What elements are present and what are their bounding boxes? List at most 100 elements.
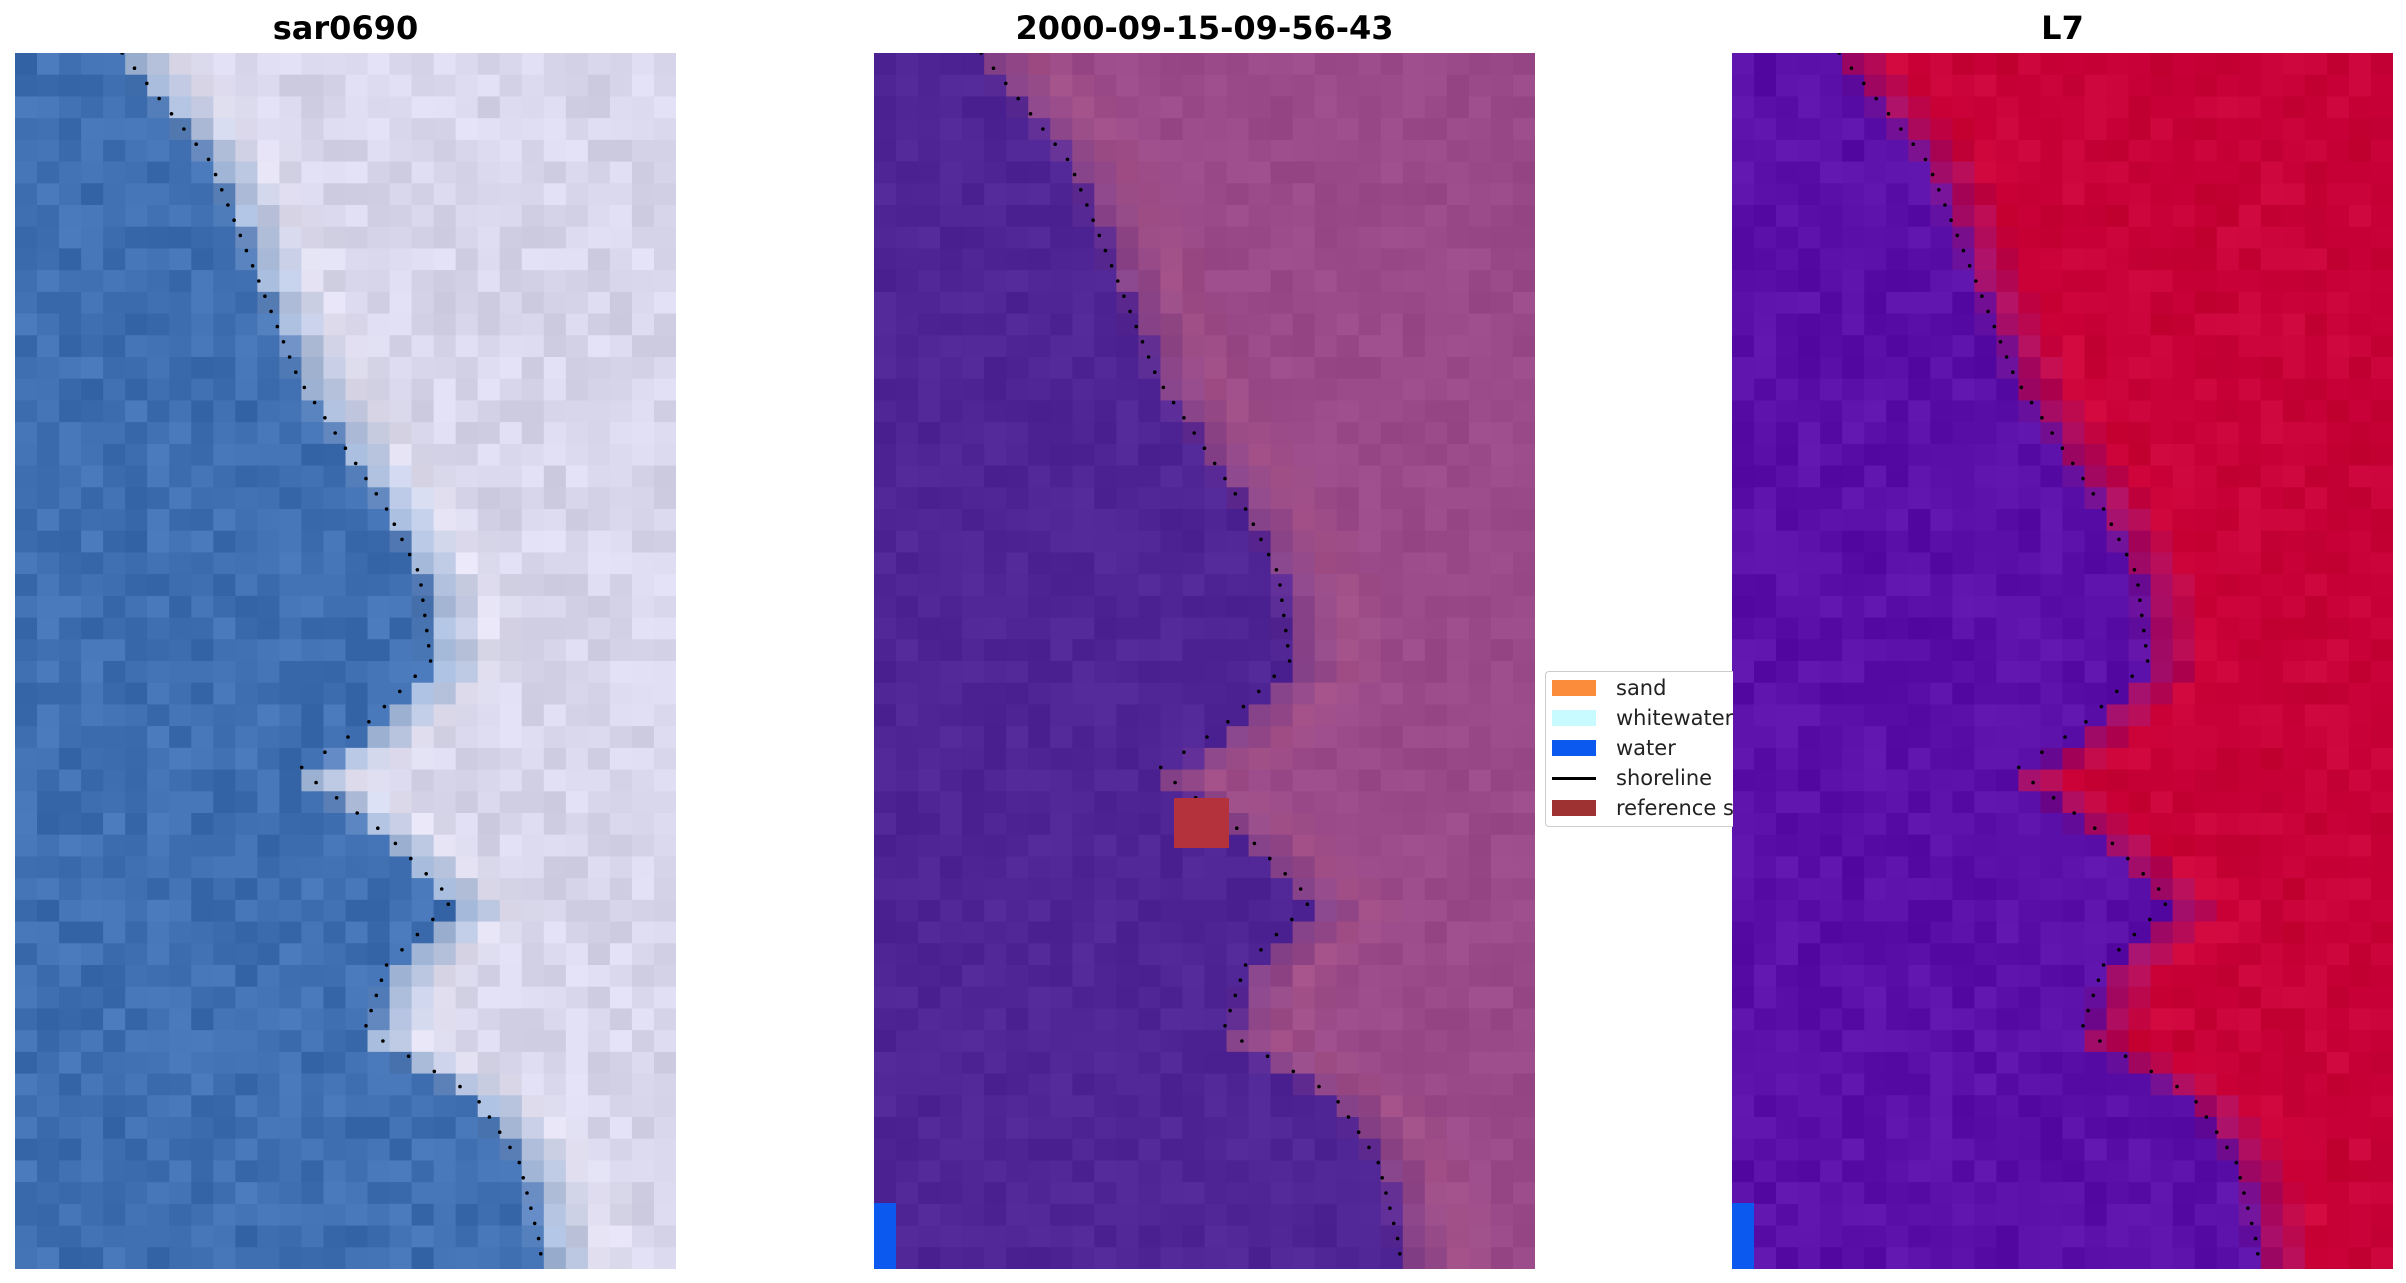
- shoreline-point: [2140, 613, 2144, 618]
- shoreline-point: [2156, 887, 2161, 891]
- shoreline-point: [532, 1221, 537, 1226]
- classified-image-panel: [874, 53, 1535, 1269]
- shoreline-point: [2142, 628, 2146, 633]
- shoreline-point: [2115, 689, 2119, 694]
- shoreline-point: [1192, 431, 1196, 435]
- shoreline-point: [1380, 1176, 1384, 1180]
- shoreline-point: [1182, 750, 1186, 754]
- shoreline-point: [2063, 735, 2067, 739]
- shoreline-point: [517, 1160, 522, 1165]
- shoreline-point: [398, 689, 402, 694]
- legend-label-reference: reference s: [1616, 796, 1733, 820]
- shoreline-point: [1091, 218, 1095, 222]
- shoreline-point: [2050, 431, 2054, 435]
- shoreline-point: [314, 780, 318, 785]
- shoreline-point: [1016, 96, 1020, 101]
- shoreline-point: [525, 1191, 529, 1195]
- shoreline-point: [1266, 552, 1271, 557]
- shoreline-point: [1072, 172, 1077, 177]
- shoreline-point: [415, 932, 420, 937]
- shoreline-point: [312, 400, 317, 405]
- shoreline-point: [1233, 492, 1238, 496]
- shoreline-point: [1226, 720, 1230, 724]
- shoreline-point: [1955, 233, 1960, 238]
- shoreline-point: [400, 948, 404, 952]
- shoreline-point: [1837, 53, 1841, 55]
- shoreline-point: [1134, 324, 1139, 329]
- shoreline-point: [2253, 1236, 2258, 1241]
- shoreline-point: [1223, 476, 1227, 481]
- shoreline-point: [1398, 1252, 1402, 1256]
- legend: sand whitewater water shoreline referenc…: [1545, 671, 1733, 827]
- shoreline-point: [1268, 856, 1272, 861]
- shoreline-point: [1280, 598, 1284, 602]
- shoreline-point: [2163, 902, 2168, 906]
- shoreline-point: [1967, 264, 1972, 268]
- shoreline-point: [1202, 446, 1207, 451]
- shoreline-point: [2117, 948, 2121, 952]
- shoreline-point: [1886, 112, 1891, 116]
- panel-title-l7: L7: [2041, 9, 2084, 47]
- shoreline-point: [2126, 856, 2130, 861]
- shoreline-point: [1085, 203, 1089, 207]
- shoreline-point: [379, 978, 384, 982]
- shoreline-point: [2256, 1252, 2260, 1256]
- shoreline-point: [446, 902, 451, 906]
- water-patch: [874, 1203, 896, 1269]
- shoreline-point: [1252, 841, 1257, 846]
- shoreline-point: [381, 1039, 385, 1043]
- shoreline-point: [182, 127, 186, 131]
- shoreline-point: [2110, 841, 2115, 846]
- shoreline-point: [2149, 1069, 2154, 1074]
- shoreline-point: [1128, 309, 1132, 314]
- shoreline-point: [2086, 1008, 2090, 1013]
- shoreline-point: [2091, 993, 2096, 998]
- shoreline-point: [374, 993, 379, 998]
- shoreline-point: [1992, 324, 1997, 329]
- shoreline-point: [991, 66, 996, 70]
- shoreline-point: [413, 674, 418, 678]
- shoreline-point: [1346, 1115, 1351, 1119]
- shoreline-point: [432, 1069, 437, 1074]
- shoreline-point: [1911, 142, 1915, 146]
- shoreline-point: [287, 355, 292, 359]
- shoreline-point: [2246, 1206, 2250, 1210]
- shoreline-point: [1290, 917, 1294, 922]
- shoreline-point: [2123, 1054, 2128, 1058]
- shoreline-point: [333, 431, 338, 435]
- shoreline-point: [1065, 157, 1070, 162]
- shoreline-point: [2194, 1100, 2198, 1104]
- shoreline-point: [1376, 1160, 1381, 1165]
- shoreline-point: [1265, 1054, 1270, 1058]
- shoreline-point: [1240, 1039, 1244, 1043]
- shoreline-point: [2132, 568, 2137, 572]
- shoreline-point: [1291, 1069, 1296, 1074]
- shoreline-point: [2143, 644, 2148, 648]
- reference-patch: [1174, 798, 1229, 848]
- index-image: [1732, 53, 2393, 1269]
- shoreline-point: [1182, 416, 1186, 420]
- shoreline-point: [1103, 248, 1108, 253]
- shoreline-point: [1391, 1221, 1396, 1226]
- shoreline-point: [1259, 537, 1263, 542]
- shoreline-point: [2004, 355, 2009, 359]
- shoreline-point: [529, 1206, 533, 1210]
- shoreline-point: [2132, 932, 2137, 937]
- shoreline-point: [1287, 659, 1292, 663]
- shoreline-point: [323, 750, 327, 754]
- shoreline-point: [458, 1084, 462, 1089]
- shoreline-point: [392, 522, 397, 526]
- shoreline-point: [979, 53, 983, 55]
- shoreline-point: [407, 552, 412, 557]
- shoreline-point: [355, 811, 360, 815]
- shoreline-point: [1028, 112, 1033, 116]
- shoreline-point: [1228, 1008, 1232, 1013]
- shoreline-point: [2011, 370, 2015, 375]
- shoreline-point: [369, 1008, 373, 1013]
- shoreline-point: [539, 1252, 543, 1256]
- shoreline-point: [1384, 1191, 1388, 1195]
- legend-label-water: water: [1616, 736, 1676, 760]
- shoreline-point: [1251, 522, 1256, 526]
- shoreline-point: [1961, 248, 1966, 253]
- shoreline-point: [1272, 674, 1276, 678]
